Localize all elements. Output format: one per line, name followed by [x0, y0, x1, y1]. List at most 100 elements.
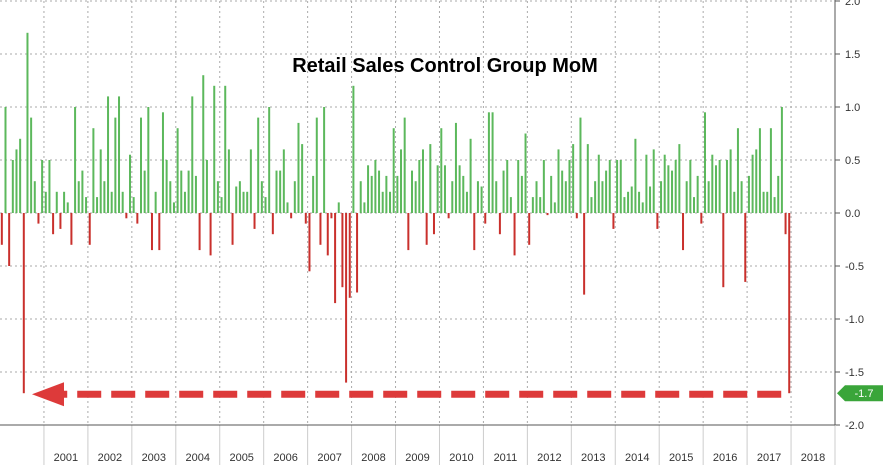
- y-tick-label: 0.5: [845, 155, 860, 167]
- bar-positive: [370, 175, 373, 213]
- bar-positive: [4, 107, 7, 213]
- bar-positive: [129, 154, 132, 213]
- bar-positive: [678, 144, 681, 213]
- bar-negative: [70, 213, 73, 245]
- bar-positive: [594, 181, 597, 213]
- bar-positive: [751, 154, 754, 213]
- bar-positive: [601, 181, 604, 213]
- x-tick-label: 2018: [801, 452, 825, 464]
- bar-negative: [484, 213, 487, 224]
- x-tick-label: 2002: [98, 452, 122, 464]
- bar-positive: [641, 202, 644, 213]
- bar-positive: [140, 117, 142, 213]
- bar-positive: [202, 75, 205, 213]
- bar-positive: [246, 191, 249, 213]
- bar-negative: [744, 213, 747, 282]
- bar-positive: [48, 160, 51, 213]
- bar-positive: [502, 170, 505, 213]
- bar-positive: [367, 165, 370, 213]
- bar-positive: [249, 149, 252, 213]
- bar-negative: [290, 213, 293, 219]
- bar-positive: [605, 170, 608, 213]
- bar-positive: [55, 191, 58, 213]
- axes: 2.0 1.5 1.0 0.5 0.0 -0.5 -1.0 -1.5 -2.0 2001 2002 2…: [0, 0, 864, 465]
- bar-positive: [180, 170, 183, 213]
- bar-negative: [198, 213, 201, 251]
- y-tick-label: -2.0: [845, 420, 864, 432]
- bar-positive: [264, 197, 267, 213]
- bar-positive: [568, 160, 571, 213]
- bar-positive: [454, 122, 457, 213]
- bar-positive: [451, 181, 454, 213]
- bar-negative: [784, 213, 787, 235]
- bar-positive: [121, 191, 124, 213]
- bar-positive: [297, 122, 300, 213]
- bar-negative: [612, 213, 615, 229]
- bar-positive: [590, 197, 593, 213]
- bar-positive: [411, 170, 414, 213]
- x-tick-label: 2004: [186, 452, 210, 464]
- bar-positive: [92, 128, 95, 213]
- bar-positive: [143, 170, 146, 213]
- bar-positive: [557, 149, 560, 213]
- bar-positive: [780, 107, 783, 213]
- bar-positive: [220, 197, 223, 213]
- bar-negative: [136, 213, 139, 224]
- bar-positive: [257, 117, 260, 213]
- bar-positive: [99, 149, 102, 213]
- chart-title: Retail Sales Control Group MoM: [292, 55, 598, 77]
- y-tick-label: 1.0: [845, 102, 860, 114]
- bar-positive: [623, 197, 626, 213]
- bar-negative: [319, 213, 322, 245]
- bar-negative: [52, 213, 55, 235]
- bar-positive: [238, 181, 241, 213]
- bar-positive: [165, 160, 168, 213]
- bar-positive: [227, 149, 230, 213]
- bar-positive: [458, 165, 461, 213]
- grid-lines: [0, 0, 835, 426]
- bar-positive: [627, 191, 630, 213]
- bar-positive: [649, 186, 652, 213]
- x-tick-label: 2001: [54, 452, 78, 464]
- bar-positive: [224, 85, 227, 213]
- bar-negative: [22, 213, 25, 394]
- bar-positive: [205, 160, 208, 213]
- bar-negative: [348, 213, 351, 298]
- bar-positive: [268, 107, 271, 213]
- bar-positive: [476, 181, 479, 213]
- bar-negative: [528, 213, 531, 245]
- bar-positive: [693, 197, 695, 213]
- bar-positive: [740, 181, 743, 213]
- x-tick-label: 2007: [317, 452, 341, 464]
- bar-positive: [769, 128, 772, 213]
- bar-positive: [403, 117, 406, 213]
- bar-negative: [304, 213, 307, 224]
- y-tick-label: 0.0: [845, 208, 860, 220]
- bar-positive: [729, 149, 732, 213]
- bar-positive: [260, 181, 263, 213]
- bar-positive: [572, 144, 575, 213]
- bar-positive: [242, 191, 245, 213]
- bar-positive: [312, 175, 315, 213]
- bar-positive: [685, 181, 688, 213]
- bar-positive: [118, 96, 121, 213]
- bar-positive: [114, 117, 117, 213]
- bar-positive: [616, 160, 619, 213]
- bar-positive: [703, 112, 706, 213]
- bar-positive: [96, 197, 99, 213]
- bar-positive: [524, 133, 527, 213]
- bar-positive: [421, 149, 424, 213]
- bar-negative: [8, 213, 11, 266]
- bar-negative: [682, 213, 685, 251]
- bar-positive: [718, 160, 721, 213]
- bar-positive: [107, 96, 110, 213]
- bar-positive: [652, 149, 655, 213]
- bar-positive: [323, 107, 326, 213]
- bar-negative: [253, 213, 256, 229]
- y-tick-label: -1.5: [845, 367, 864, 379]
- bar-positive: [495, 181, 498, 213]
- bar-positive: [663, 154, 666, 213]
- x-tick-label: 2013: [581, 452, 605, 464]
- bar-negative: [88, 213, 91, 245]
- bar-positive: [147, 107, 150, 213]
